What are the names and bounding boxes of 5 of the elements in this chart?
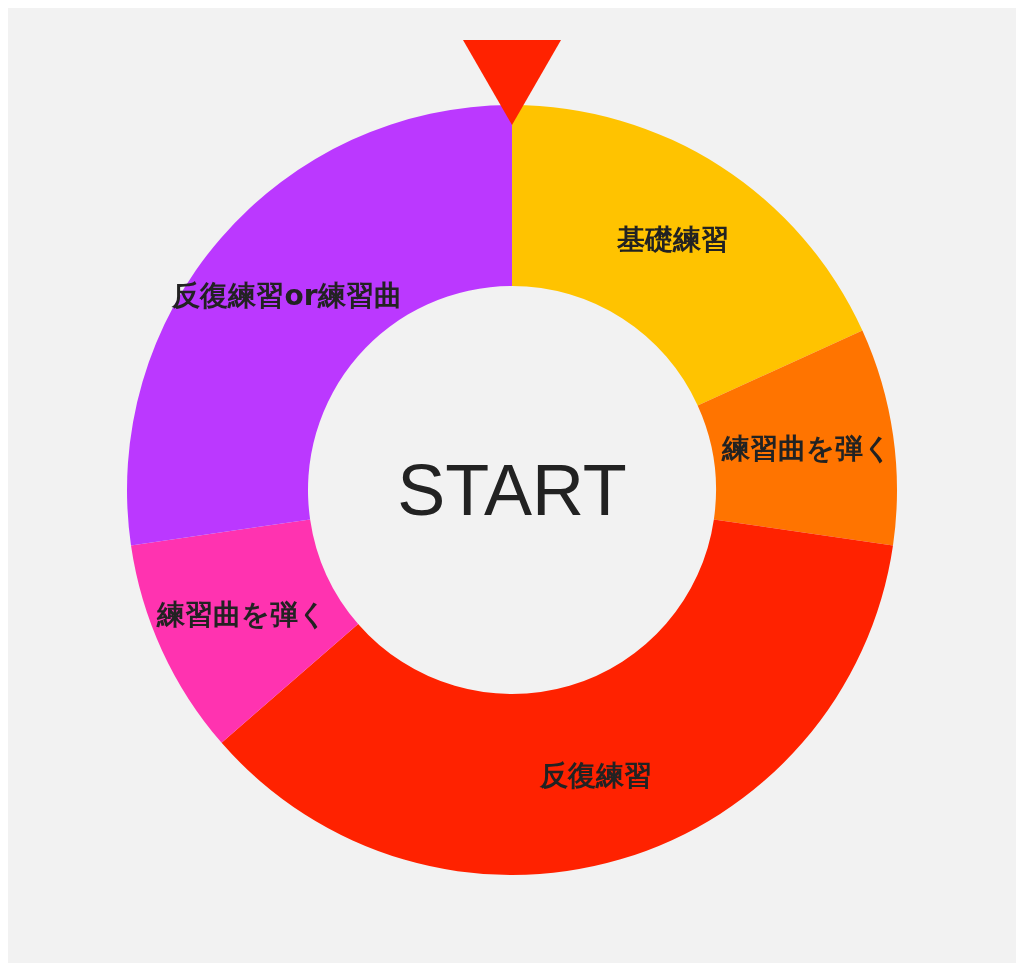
slice-label: 練習曲を弾く [720,431,892,465]
slice-label: 練習曲を弾く [155,597,327,631]
text: START [397,450,627,530]
slice-label: 反復練習 [538,758,652,792]
slice-label: 基礎練習 [615,223,729,257]
